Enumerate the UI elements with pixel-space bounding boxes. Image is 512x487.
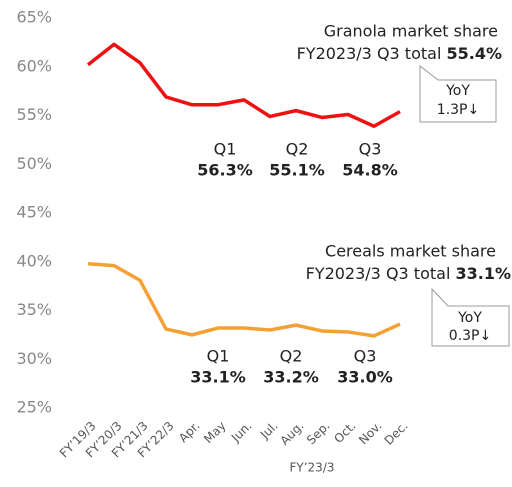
annotation: Cereals market share [325,242,496,261]
annotation: 33.0% [337,368,393,387]
callout-box [431,287,510,347]
annotation: 1.3P↓ [437,102,479,118]
x-tick-label: Oct. [331,419,358,446]
annotation: 55.1% [269,161,325,180]
x-tick-label: Nov. [356,419,385,448]
y-tick-label: 35% [16,300,52,319]
annotation: 56.3% [197,161,253,180]
annotation: 54.8% [342,161,398,180]
x-tick-label: Aug. [277,419,306,448]
annotation: FY2023/3 Q3 total 55.4% [297,44,502,63]
annotation: YoY [445,83,470,99]
annotation: Q2 [286,140,309,159]
y-tick-label: 60% [16,56,52,75]
x-axis-label: FY’23/3 [290,461,335,475]
y-tick-label: 30% [16,349,52,368]
y-tick-label: 45% [16,203,52,222]
data-line [86,42,401,128]
y-tick-label: 50% [16,154,52,173]
x-tick-label: Jun. [228,419,255,446]
x-tick-label: Apr. [176,419,203,446]
annotation: Q2 [280,347,303,366]
annotation: Granola market share [324,22,498,41]
annotation: Q3 [359,140,382,159]
data-line [87,261,401,338]
x-tick-label: Dec. [382,419,411,448]
annotation: FY2023/3 Q3 total 33.1% [306,264,511,283]
annotation: Q1 [207,347,230,366]
annotation: FY2023/3 Q3 total [306,264,451,283]
y-tick-label: 65% [16,8,52,27]
y-tick-label: 55% [16,105,52,124]
annotation: Q3 [354,347,377,366]
annotation: 33.2% [263,368,319,387]
callout-box [419,64,497,123]
annotation: 55.4% [446,44,502,63]
y-tick-label: 25% [16,398,52,417]
annotation: FY2023/3 Q3 total [297,44,442,63]
x-tick-label: May [201,419,228,446]
annotation: 33.1% [190,368,246,387]
y-tick-label: 40% [16,251,52,270]
annotation: 0.3P↓ [449,328,491,344]
annotation: 33.1% [455,264,511,283]
annotation: Q1 [214,140,237,159]
annotation: YoY [457,310,482,326]
x-tick-label: Sep. [304,419,333,448]
